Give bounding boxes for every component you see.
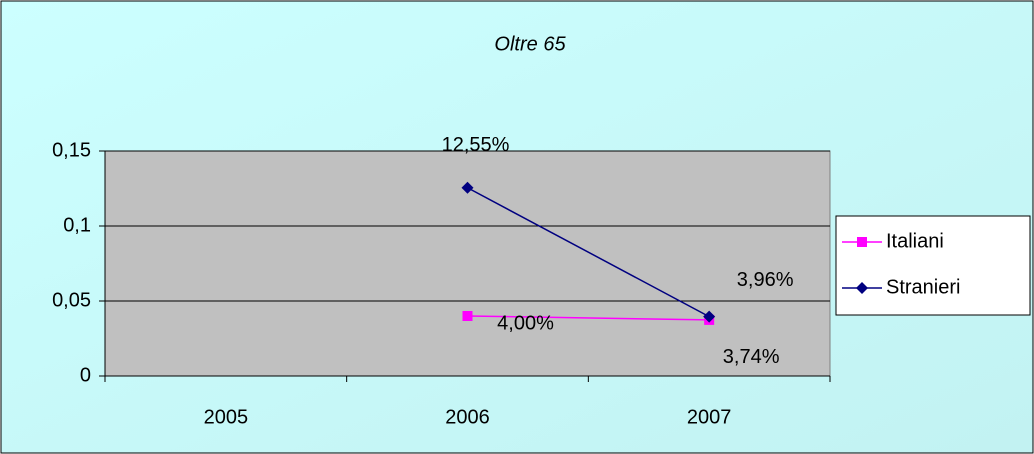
x-tick-label: 2006 [445,406,490,428]
series-marker [703,310,716,323]
data-label: 12,55% [442,134,510,156]
y-tick-label: 0,1 [63,214,91,236]
data-label: 3,74% [723,346,780,368]
x-tick-label: 2005 [204,406,249,428]
legend-label: Stranieri [886,276,960,298]
legend-marker [856,282,868,294]
series-marker [461,181,474,194]
y-tick-label: 0,05 [52,289,91,311]
y-tick-label: 0,15 [52,139,91,161]
series-marker [462,311,473,321]
chart-title: Oltre 65 [494,33,566,55]
x-tick-label: 2007 [687,406,732,428]
data-label: 3,96% [737,269,794,291]
legend [835,215,1031,316]
data-label: 4,00% [497,312,554,334]
series-line [467,187,710,318]
legend-marker [857,237,867,247]
legend-label: Italiani [886,230,944,252]
series-line [467,315,710,321]
y-tick-label: 0 [80,364,91,386]
